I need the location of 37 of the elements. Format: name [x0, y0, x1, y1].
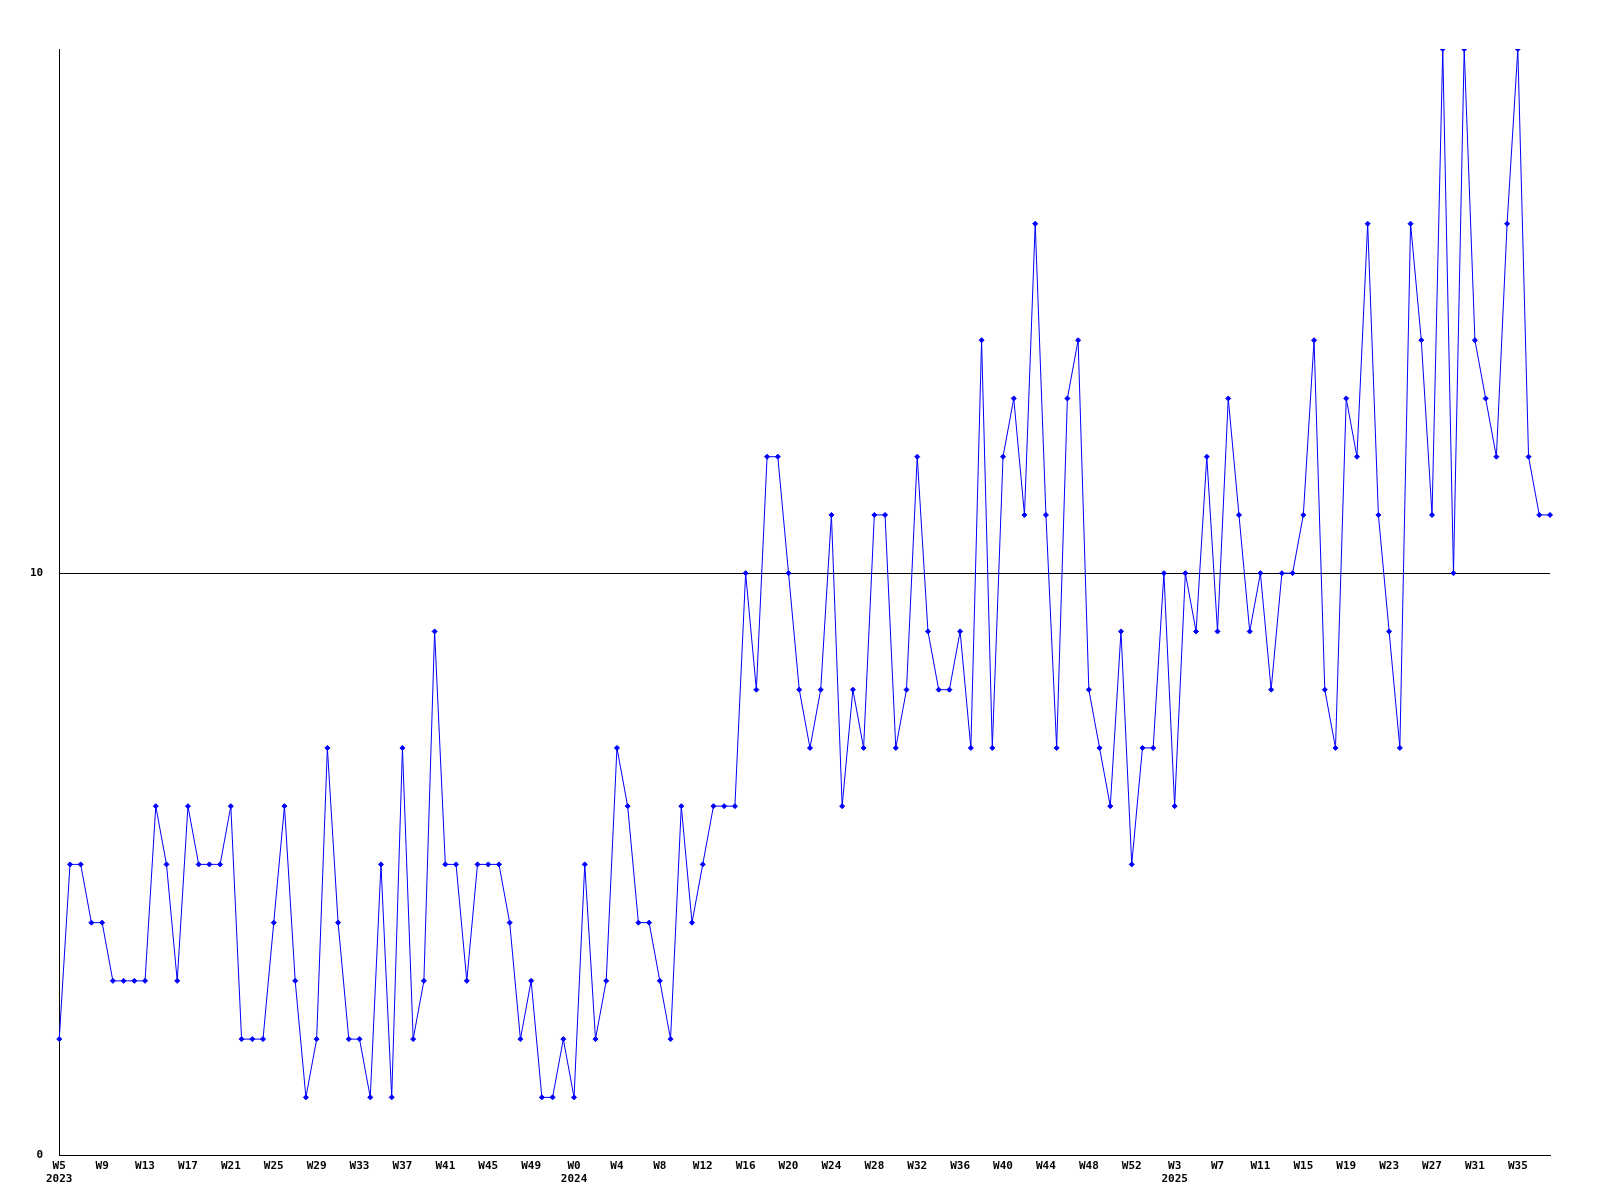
x-tick-label: W48 — [1078, 1159, 1099, 1173]
x-tick-label: W31 — [1464, 1159, 1486, 1173]
x-tick-label: W40 — [993, 1159, 1013, 1173]
x-tick-label: W27 — [1422, 1159, 1442, 1173]
y-tick-label: 0 — [36, 1148, 44, 1162]
x-tick-label: W4 — [610, 1159, 624, 1173]
x-tick-label: W49 — [521, 1159, 542, 1173]
x-tick-label: W3 2025 — [1161, 1159, 1188, 1186]
x-tick-label: W28 — [864, 1159, 885, 1173]
x-tick-label: W45 — [478, 1159, 499, 1173]
x-tick-label: W29 — [306, 1159, 327, 1173]
x-tick-label: W17 — [178, 1159, 198, 1173]
x-tick-label: W52 — [1121, 1159, 1142, 1173]
x-tick-label: W24 — [821, 1159, 842, 1173]
x-tick-label: W32 — [907, 1159, 928, 1173]
x-tick-label: W44 — [1035, 1159, 1057, 1173]
x-tick-label: W36 — [950, 1159, 971, 1173]
x-tick-label: W0 2024 — [560, 1159, 588, 1186]
y-tick-label: 10 — [30, 566, 44, 580]
x-tick-label: W11 — [1250, 1159, 1271, 1173]
x-tick-label: W20 — [778, 1159, 799, 1173]
x-tick-label: W12 — [692, 1159, 713, 1173]
x-tick-label: W33 — [349, 1159, 370, 1173]
x-tick-label: W23 — [1379, 1159, 1400, 1173]
x-tick-label: W41 — [435, 1159, 456, 1173]
x-tick-label: W15 — [1293, 1159, 1314, 1173]
x-tick-label: W16 — [735, 1159, 756, 1173]
x-tick-label: W5 2023 — [46, 1159, 73, 1186]
x-tick-label: W9 — [95, 1159, 109, 1173]
x-tick-label: W35 — [1507, 1159, 1528, 1173]
x-tick-label: W37 — [392, 1159, 413, 1173]
x-tick-label: W8 — [653, 1159, 667, 1173]
x-tick-label: W25 — [263, 1159, 284, 1173]
x-tick-label: W19 — [1336, 1159, 1357, 1173]
x-tick-label: W13 — [135, 1159, 155, 1173]
x-tick-label: W21 — [220, 1159, 242, 1173]
x-tick-label: W7 — [1210, 1159, 1225, 1173]
